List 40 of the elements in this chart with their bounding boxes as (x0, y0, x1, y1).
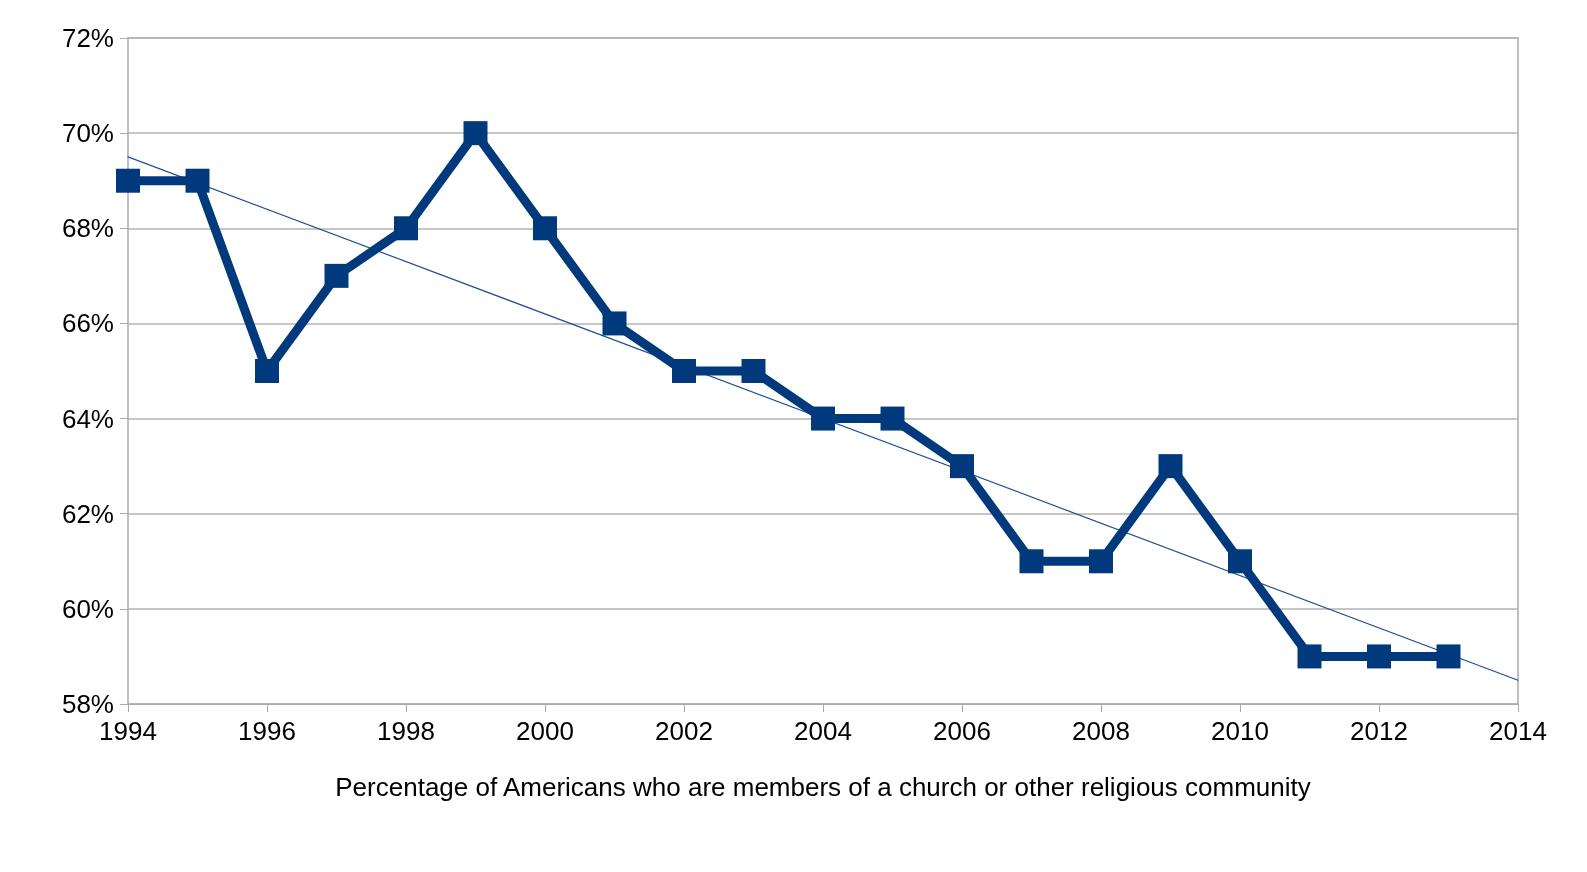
x-tick-label: 2014 (1489, 716, 1547, 746)
point (880, 406, 905, 431)
point (185, 168, 210, 193)
x-tick-label: 2004 (794, 716, 852, 746)
x-tick-label: 2008 (1072, 716, 1130, 746)
x-tick-label: 1996 (238, 716, 296, 746)
y-tick-label: 58% (61, 689, 114, 719)
point (672, 359, 696, 383)
y-tick-label: 68% (61, 213, 114, 244)
point (741, 359, 766, 383)
x-tick-label: 1994 (99, 716, 157, 746)
point (255, 359, 279, 383)
y-tick-label: 60% (61, 593, 114, 624)
y-tick-label: 70% (61, 118, 114, 149)
point (1297, 644, 1322, 669)
x-axis-title: Percentage of Americans who are members of a church or other religious community (335, 772, 1311, 802)
point (463, 121, 488, 146)
point (1228, 549, 1252, 574)
point (1158, 454, 1183, 479)
x-tick-label: 2002 (655, 716, 713, 746)
point (1367, 644, 1391, 669)
point (950, 454, 974, 479)
x-tick-label: 1998 (377, 716, 435, 746)
point (1089, 549, 1113, 574)
y-tick-label: 66% (61, 308, 114, 339)
x-tick-label: 2006 (933, 716, 991, 746)
y-tick-label: 64% (61, 403, 114, 434)
y-tick-label: 72% (61, 23, 114, 53)
point (324, 263, 349, 288)
point (533, 216, 557, 241)
y-tick-label: 62% (61, 498, 114, 529)
point (1019, 549, 1044, 574)
point (394, 216, 418, 241)
x-tick-label: 2000 (516, 716, 574, 746)
x-tick-label: 2010 (1211, 716, 1269, 746)
point (116, 168, 140, 193)
point (602, 311, 627, 336)
point (811, 406, 835, 431)
x-tick-label: 2012 (1350, 716, 1408, 746)
point (1436, 644, 1461, 669)
